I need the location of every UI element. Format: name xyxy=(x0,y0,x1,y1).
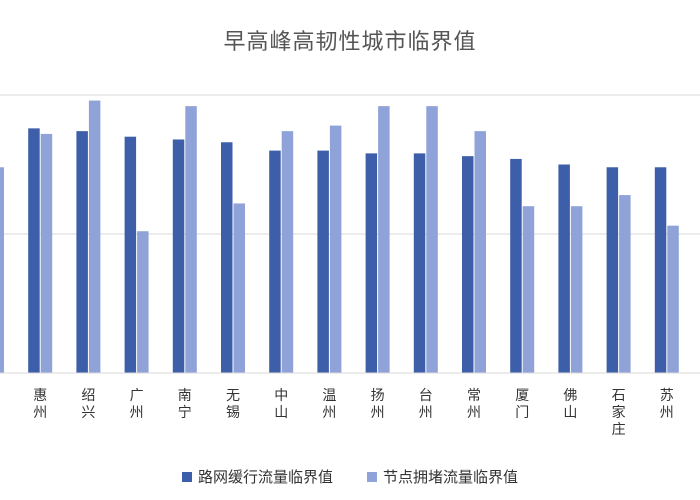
bar-series-1-1 xyxy=(28,128,40,373)
bar-series-1-10 xyxy=(462,156,474,373)
bar-series-1-12 xyxy=(558,164,570,373)
x-tick-label-4: 南宁 xyxy=(178,388,192,421)
x-tick-label-2: 绍兴 xyxy=(81,388,95,421)
x-tick-label-8: 扬州 xyxy=(371,388,385,421)
bar-series-1-7 xyxy=(317,150,329,373)
bar-series-1-11 xyxy=(510,158,522,373)
bar-series-1-13 xyxy=(606,167,619,373)
x-tick-label-12: 佛山 xyxy=(563,388,577,421)
bar-series-2-6 xyxy=(281,131,294,373)
bar-series-1-3 xyxy=(124,136,137,373)
bar-series-1-6 xyxy=(269,150,281,373)
bar-series-2-4 xyxy=(185,106,197,374)
bar-series-2-2 xyxy=(88,100,101,373)
bar-series-1-5 xyxy=(221,142,233,373)
bar-series-2-14 xyxy=(667,225,679,373)
x-tick-label-7: 温州 xyxy=(322,388,336,421)
x-tick-label-14: 苏州 xyxy=(660,388,674,421)
bar-series-2-11 xyxy=(522,206,535,373)
bar-series-2-0 xyxy=(0,167,4,373)
x-tick-label-9: 台州 xyxy=(419,388,433,421)
bar-series-2-12 xyxy=(570,206,583,373)
chart-title: 早高峰高韧性城市临界值 xyxy=(223,30,477,55)
x-tick-label-1: 惠州 xyxy=(33,388,47,421)
x-tick-label-13: 石家庄 xyxy=(612,388,626,438)
legend-item-series-2: 节点拥堵流量临界值 xyxy=(367,466,518,487)
bar-series-2-1 xyxy=(40,133,53,373)
bar-series-1-14 xyxy=(654,167,667,373)
legend-swatch-series-1 xyxy=(181,471,192,482)
x-tick-label-11: 厦门 xyxy=(515,388,529,421)
x-tick-label-10: 常州 xyxy=(467,388,481,421)
bar-series-2-7 xyxy=(329,125,342,373)
bar-series-2-10 xyxy=(474,131,486,373)
bar-series-2-13 xyxy=(619,195,631,373)
x-tick-label-3: 广州 xyxy=(130,388,144,421)
legend: 路网缓行流量临界值 节点拥堵流量临界值 xyxy=(0,466,700,487)
bar-series-2-8 xyxy=(378,106,390,374)
bar-series-2-9 xyxy=(426,106,438,374)
x-tick-label-6: 中山 xyxy=(274,388,288,421)
legend-label-series-1: 路网缓行流量临界值 xyxy=(197,468,333,486)
legend-label-series-2: 节点拥堵流量临界值 xyxy=(383,468,519,486)
bar-series-1-4 xyxy=(172,139,185,373)
legend-item-series-1: 路网缓行流量临界值 xyxy=(181,466,333,487)
bar-series-1-8 xyxy=(365,153,378,373)
bar-series-2-5 xyxy=(233,203,245,373)
bar-series-1-2 xyxy=(76,131,88,373)
bar-series-1-9 xyxy=(413,153,426,373)
legend-swatch-series-2 xyxy=(367,471,377,482)
x-tick-label-5: 无锡 xyxy=(226,388,240,421)
bar-series-2-3 xyxy=(137,231,149,373)
